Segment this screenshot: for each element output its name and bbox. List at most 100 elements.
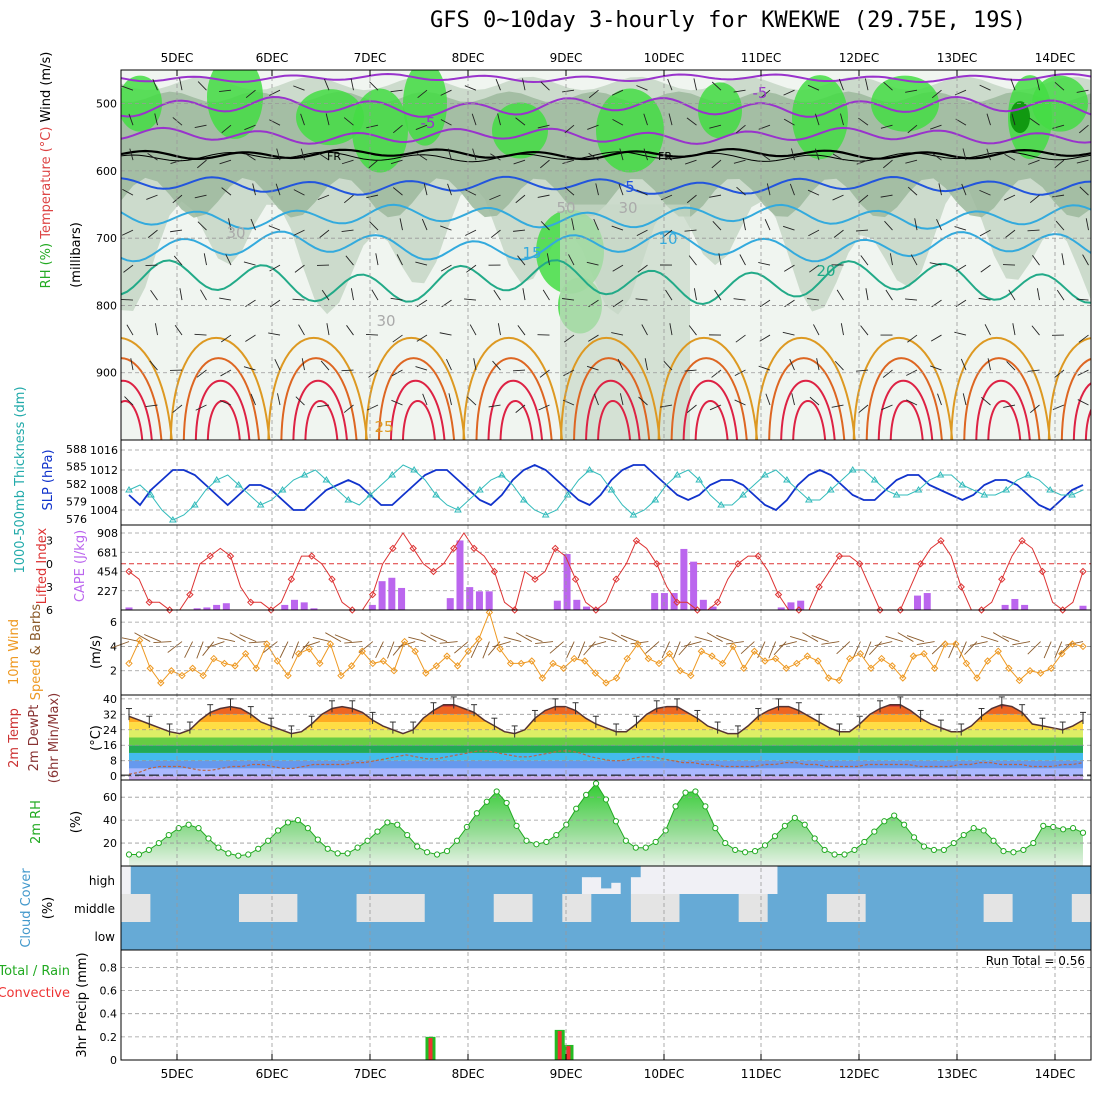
wind-barb [465,189,477,196]
cloud-cell-high [1022,866,1033,894]
wind-barb [1029,117,1040,126]
cloud-cell-high [130,866,141,894]
warm-dome-contour [292,380,348,440]
wind-barb [493,289,501,301]
temperature-band [129,760,1083,769]
wind-barb [660,194,673,201]
wind-barb [962,393,967,406]
surface-wind-barb [430,634,448,642]
wind-barb [955,264,967,272]
wind-barb [914,218,918,231]
cloud-cell-low [601,922,612,950]
surface-wind-barb [202,641,215,656]
rh-point [930,846,938,854]
wind-barb [318,153,330,161]
cape-tick-label: 908 [97,527,118,540]
wind-speed-point [1068,640,1077,648]
wind-barb [712,221,722,231]
temperature-band [121,695,1091,699]
y-axis-labels: RH (%) Temperature (°C) Wind (m/s) (mill… [0,52,104,1058]
wind-barb [537,194,550,198]
wind-barb [320,360,330,371]
rh-point [394,821,401,828]
precip-tick-label: 0.8 [100,961,118,974]
dewpoint-line [128,750,1084,775]
wind-speed-point [1047,664,1055,672]
wind-barb [815,148,820,161]
cape-bar [1021,604,1029,610]
top-date-label: 7DEC [354,51,387,65]
cloud-cell-low [561,922,573,950]
rh-point [851,846,858,854]
warm-dome-contour [987,400,1022,440]
wind-speed-point [718,659,727,668]
li-point [206,552,214,560]
cloud-cell-low [238,922,249,950]
wind-barb [492,360,501,371]
wind-barb [562,399,575,406]
wind-barb [522,288,526,301]
temp-units: (°C) [89,725,104,751]
wind-barb [152,78,158,91]
cloud-cell-middle [924,894,935,922]
thickness-point [454,506,462,513]
warm-dome-contour [121,380,153,440]
wind-speed-point [994,647,1002,655]
top-date-label: 5DEC [161,51,194,65]
wind-barb [490,153,501,161]
cloud-cell-low [405,922,416,950]
li-tick-label: 0 [46,558,53,571]
rh-point [751,847,759,855]
wind-barb [366,124,379,129]
wind-barb [196,369,207,378]
wind-barb [497,323,501,336]
wind-barb [277,393,281,406]
warm-dome-contour [950,336,1051,440]
wind-barb [711,81,722,91]
wind-barb [219,297,232,301]
li-point [571,575,580,583]
surface-wind-barb [470,641,480,659]
wind-units: (m/s) [89,635,104,669]
wind-barb [268,332,281,336]
series-line-thickness [128,464,1084,521]
wind-barb [415,261,428,266]
wind-barb [392,187,403,196]
wind-barb [466,396,477,406]
warm-dome-contour [267,336,368,440]
thickness-point [432,491,440,498]
cloud-cell-low [346,922,357,950]
rh-area [129,783,1083,866]
chart-title: GFS 0~10day 3-hourly for KWEKWE (29.75E,… [430,8,1027,33]
li-point [1079,567,1087,576]
wind-ylabel-2-part: Speed [29,655,44,700]
wind-barb [1028,159,1040,165]
cloud-cell-middle [1022,894,1033,922]
wind-speed-point [475,635,483,643]
cloud-cell-low [610,922,622,950]
cloud-cell-high [395,866,406,894]
wind-barb [686,117,697,126]
wind-barb [612,264,624,272]
wind-barb [905,159,918,164]
wind-barb [979,229,991,237]
cloud-cell-middle [454,894,465,922]
wind-speed-point [962,659,971,668]
wind-barb [219,159,232,165]
cape-bar [573,599,581,610]
rh-point [801,821,808,828]
wind-barb [571,218,575,231]
wind-speed-point [983,657,992,665]
warm-dome-contour [573,357,651,440]
wind-barb [709,194,722,198]
wind-barb [537,124,550,129]
surface-wind-barb [358,641,374,654]
cloud-layer-label: middle [74,902,115,916]
temperature-band [129,745,1083,753]
surface-wind-barb [821,641,840,645]
temp-ylabel-3: (6hr Min/Max) [47,693,62,783]
rh-point [980,827,987,834]
wind-speed-point [528,657,536,665]
pressure-tick-label: 700 [96,232,117,245]
rh-point [185,821,192,828]
